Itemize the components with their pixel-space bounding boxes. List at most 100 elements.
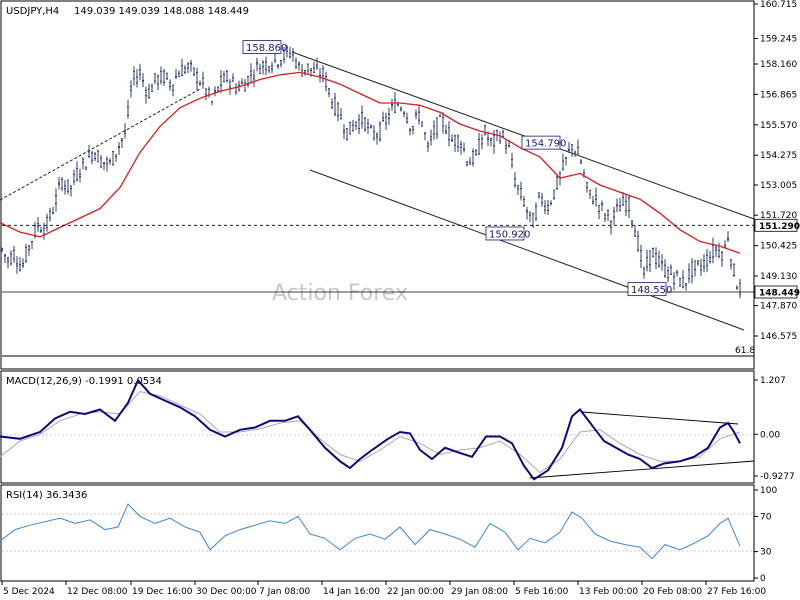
candle bbox=[436, 117, 438, 140]
candle bbox=[229, 79, 231, 95]
candle bbox=[73, 169, 75, 186]
candle bbox=[364, 117, 366, 133]
candle bbox=[265, 56, 267, 76]
candle bbox=[349, 121, 351, 135]
candle bbox=[574, 150, 576, 157]
candle bbox=[679, 277, 681, 287]
candle bbox=[655, 247, 657, 270]
moving-average-line bbox=[0, 71, 741, 254]
candle bbox=[400, 106, 402, 112]
rsi-panel: RSI(14) 36.3436 bbox=[0, 490, 754, 560]
candle bbox=[634, 225, 636, 237]
candle bbox=[277, 64, 279, 70]
price-tag-box bbox=[754, 285, 798, 299]
candle bbox=[178, 70, 180, 77]
candle bbox=[286, 44, 288, 58]
candle bbox=[301, 64, 303, 77]
candle bbox=[481, 134, 483, 150]
candle bbox=[448, 121, 450, 147]
candle bbox=[472, 148, 474, 167]
candle bbox=[595, 187, 597, 207]
candle bbox=[685, 283, 687, 291]
candle bbox=[664, 259, 666, 278]
candle bbox=[397, 101, 399, 107]
macd-panel: MACD(12,26,9) -0.1991 0.0534 bbox=[0, 376, 755, 481]
candle bbox=[535, 202, 537, 222]
candle bbox=[220, 70, 222, 93]
candle bbox=[328, 88, 330, 98]
dotted-trend-line bbox=[0, 88, 201, 201]
candle bbox=[253, 69, 255, 88]
rsi-panel-frame bbox=[0, 484, 755, 582]
candle bbox=[739, 278, 741, 299]
price-tick-label: 149.130 bbox=[760, 272, 797, 282]
ohlc-label: 149.039 149.039 148.088 148.449 bbox=[74, 6, 249, 17]
candle bbox=[553, 189, 555, 200]
candle bbox=[703, 254, 705, 273]
candle bbox=[466, 161, 468, 167]
candle bbox=[652, 247, 654, 258]
price-axis: 160.715 159.245 158.160 156.865 155.570 154.2… bbox=[754, 0, 800, 342]
candle bbox=[127, 99, 129, 119]
candle bbox=[241, 78, 243, 85]
macd-title: MACD(12,26,9) -0.1991 0.0534 bbox=[6, 376, 162, 387]
candle bbox=[121, 137, 123, 149]
candle bbox=[490, 137, 492, 147]
candle bbox=[427, 140, 429, 152]
macd-tick-label: 0.00 bbox=[760, 430, 780, 440]
candle bbox=[268, 65, 270, 74]
macd-upper-trend bbox=[581, 411, 739, 425]
candle bbox=[511, 152, 513, 169]
candle bbox=[49, 207, 51, 222]
candle bbox=[70, 185, 72, 197]
candle bbox=[94, 151, 96, 161]
candle bbox=[226, 69, 228, 83]
candle bbox=[568, 141, 570, 154]
candle bbox=[133, 66, 135, 86]
candle bbox=[715, 244, 717, 257]
candle bbox=[469, 157, 471, 165]
candle bbox=[199, 80, 201, 86]
candle bbox=[391, 98, 393, 111]
candle bbox=[724, 240, 726, 248]
price-tick-label: 151.720 bbox=[760, 211, 797, 221]
candle bbox=[424, 131, 426, 141]
time-tick-label: 22 Jan 00:00 bbox=[387, 587, 444, 597]
candle bbox=[550, 200, 552, 206]
time-tick-label: 12 Dec 08:00 bbox=[67, 587, 128, 597]
candle bbox=[694, 260, 696, 277]
rsi-tick-label: 0 bbox=[760, 574, 766, 584]
candle bbox=[733, 263, 735, 277]
price-tick-label: 155.570 bbox=[760, 121, 797, 131]
price-tag-box bbox=[754, 218, 798, 232]
price-tick-label: 153.005 bbox=[760, 181, 797, 191]
candle bbox=[139, 63, 141, 81]
candle bbox=[160, 66, 162, 85]
rsi-tick-label: 70 bbox=[760, 512, 772, 522]
time-tick-label: 20 Feb 08:00 bbox=[643, 587, 702, 597]
candle bbox=[358, 114, 360, 135]
candle bbox=[46, 213, 48, 232]
candle bbox=[631, 220, 633, 229]
time-axis: 5 Dec 2024 12 Dec 08:00 19 Dec 16:00 30 Dec… bbox=[1, 581, 766, 597]
candle bbox=[325, 71, 327, 92]
candle bbox=[556, 173, 558, 191]
time-tick-label: 14 Jan 16:00 bbox=[323, 587, 380, 597]
candle bbox=[388, 107, 390, 125]
candle bbox=[709, 250, 711, 264]
price-tick-label: 160.715 bbox=[760, 0, 797, 10]
candle bbox=[64, 180, 66, 195]
price-panel-frame bbox=[0, 0, 755, 370]
time-tick-label: 29 Jan 08:00 bbox=[451, 587, 508, 597]
candle bbox=[109, 158, 111, 165]
candle bbox=[331, 98, 333, 110]
candle bbox=[82, 157, 84, 170]
candle bbox=[736, 285, 738, 290]
candle bbox=[592, 195, 594, 205]
candle bbox=[610, 219, 612, 235]
candle bbox=[727, 231, 729, 242]
lower-channel-line bbox=[309, 169, 745, 331]
macd-axis: 1.207 0.00 -0.9277 bbox=[754, 376, 795, 482]
price-panel: 61.8 158.860 154.790 150.920 148.550 bbox=[0, 40, 755, 357]
candle bbox=[616, 198, 618, 213]
